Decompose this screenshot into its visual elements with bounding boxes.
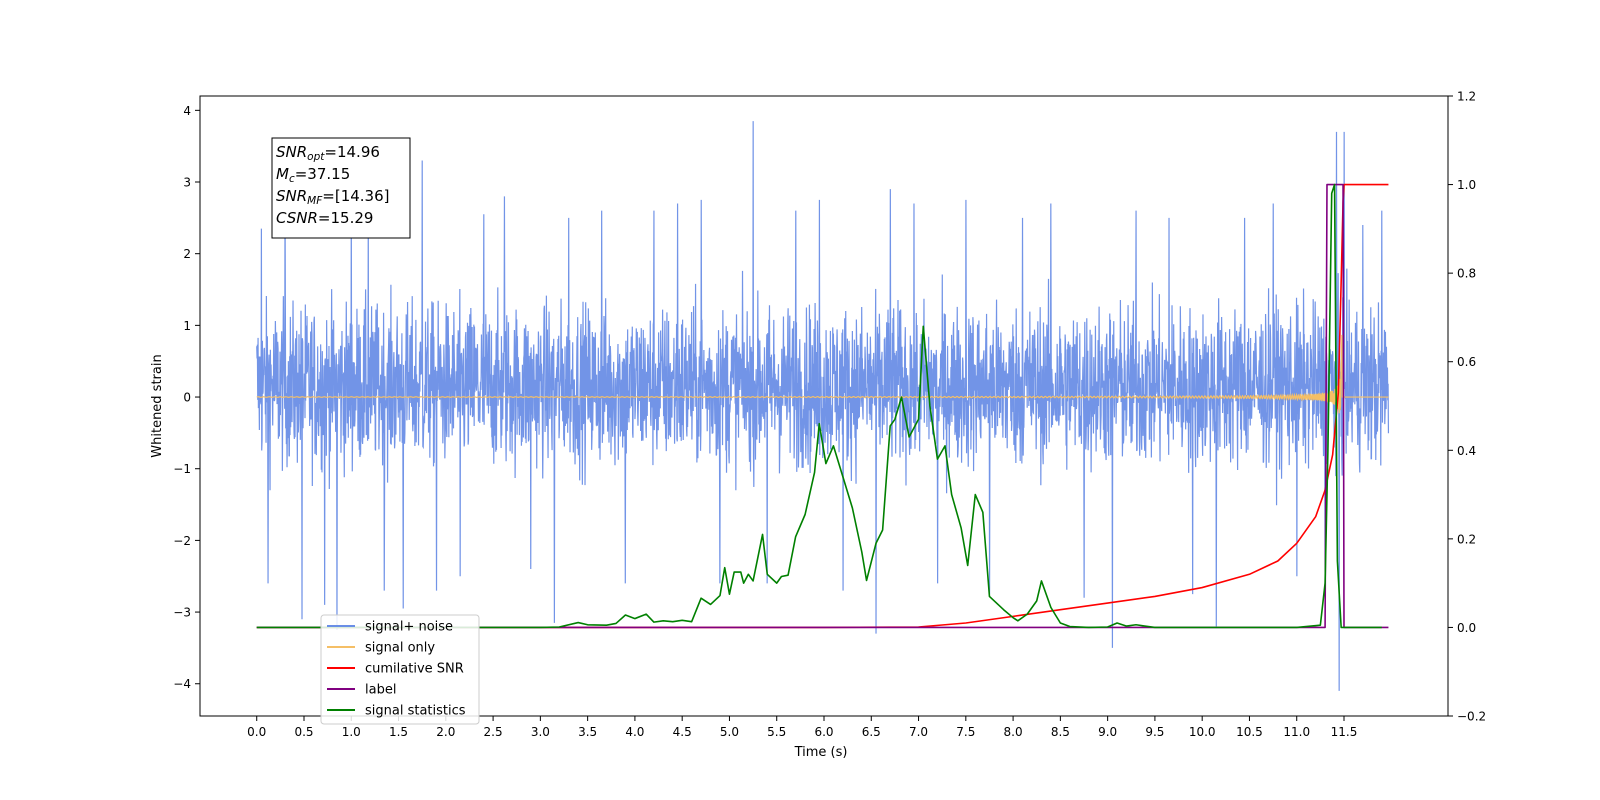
annotation-box: SNRopt=14.96Mc=37.15SNRMF=[14.36]CSNR=15… <box>271 137 411 239</box>
annotation-value: =14.96 <box>324 143 380 161</box>
y-left-tick-label: −1 <box>173 462 191 476</box>
x-tick-label: 1.5 <box>389 725 408 739</box>
annotation-subscript: opt <box>307 151 325 163</box>
series-line-2 <box>256 183 1389 629</box>
annotation-line: Mc=37.15 <box>276 165 350 185</box>
x-tick-label: 4.5 <box>673 725 692 739</box>
x-tick-label: 9.0 <box>1098 725 1117 739</box>
x-tick-label: 0.0 <box>247 725 266 739</box>
y-left-tick-label: 0 <box>183 391 191 405</box>
x-tick-label: 10.5 <box>1236 725 1263 739</box>
y-right-tick-label: 0.2 <box>1457 532 1476 546</box>
y-axis-left-ticks: −4 −3 −2 −1 0 1 2 3 4 <box>173 104 200 691</box>
legend-label: cumilative SNR <box>365 662 464 677</box>
y-right-tick-label: 0.8 <box>1457 267 1476 281</box>
legend-label: signal+ noise <box>365 620 453 635</box>
annotation-value: =[14.36] <box>322 187 389 205</box>
x-tick-label: 2.5 <box>484 725 503 739</box>
y-left-tick-label: 3 <box>183 176 191 190</box>
annotation-symbol: CSNR <box>276 209 318 227</box>
legend-label: label <box>365 683 396 698</box>
series-line-1 <box>256 334 1389 414</box>
x-tick-label: 8.5 <box>1051 725 1070 739</box>
x-tick-label: 7.5 <box>956 725 975 739</box>
x-tick-label: 6.0 <box>814 725 833 739</box>
x-tick-label: 9.5 <box>1145 725 1164 739</box>
y-left-tick-label: 1 <box>183 319 191 333</box>
x-tick-label: 3.0 <box>531 725 550 739</box>
legend-label: signal statistics <box>365 704 466 719</box>
legend-label: signal only <box>365 641 435 656</box>
y-right-tick-label: 0.6 <box>1457 355 1476 369</box>
annotation-subscript: c <box>289 173 295 185</box>
annotation-line: SNRopt=14.96 <box>276 143 380 163</box>
x-tick-label: 10.0 <box>1189 725 1216 739</box>
y-right-tick-label: 0.4 <box>1457 444 1476 458</box>
x-tick-label: 7.0 <box>909 725 928 739</box>
x-tick-label: 0.5 <box>294 725 313 739</box>
x-tick-label: 4.0 <box>625 725 644 739</box>
x-tick-label: 5.0 <box>720 725 739 739</box>
series-layer <box>256 121 1390 691</box>
annotation-frame <box>271 137 411 239</box>
annotation-subscript: MF <box>307 195 323 207</box>
annotation-line: CSNR=15.29 <box>276 209 373 227</box>
x-tick-label: 8.0 <box>1004 725 1023 739</box>
legend: signal+ noise signal only cumilative SNR la… <box>320 614 480 725</box>
x-tick-label: 11.0 <box>1283 725 1310 739</box>
y-left-tick-label: 4 <box>183 104 191 118</box>
y-left-tick-label: −2 <box>173 534 191 548</box>
y-right-tick-label: 1.2 <box>1457 90 1476 104</box>
annotation-symbol: SNR <box>276 143 307 161</box>
y-right-tick-label: 1.0 <box>1457 178 1476 192</box>
x-tick-label: 6.5 <box>862 725 881 739</box>
y-right-tick-label: −0.2 <box>1457 710 1486 724</box>
y-left-tick-label: −3 <box>173 606 191 620</box>
annotation-symbol: M <box>276 165 289 183</box>
x-tick-label: 1.0 <box>342 725 361 739</box>
annotation-symbol: SNR <box>276 187 307 205</box>
x-axis-ticks: 0.0 0.5 1.0 1.5 2.0 2.5 3.0 3.5 4.0 4.5 5.0 5.5 6.0 6… <box>247 716 1357 739</box>
x-tick-label: 11.5 <box>1331 725 1358 739</box>
x-axis-label: Time (s) <box>794 745 848 760</box>
y-right-tick-label: 0.0 <box>1457 621 1476 635</box>
annotation-value: =15.29 <box>318 209 374 227</box>
annotation-line: SNRMF=[14.36] <box>276 187 390 207</box>
y-left-tick-label: 2 <box>183 247 191 261</box>
y-left-tick-label: −4 <box>173 677 191 691</box>
y-axis-right-ticks: −0.2 0.0 0.2 0.4 0.6 0.8 1.0 1.2 <box>1448 90 1486 724</box>
x-tick-label: 3.5 <box>578 725 597 739</box>
x-tick-label: 2.0 <box>436 725 455 739</box>
series-line-0 <box>256 121 1390 691</box>
legend-frame <box>320 614 480 725</box>
y-axis-left-label: Whitened strain <box>150 354 165 457</box>
annotation-value: =37.15 <box>295 165 351 183</box>
x-tick-label: 5.5 <box>767 725 786 739</box>
series-line-4 <box>256 183 1382 629</box>
